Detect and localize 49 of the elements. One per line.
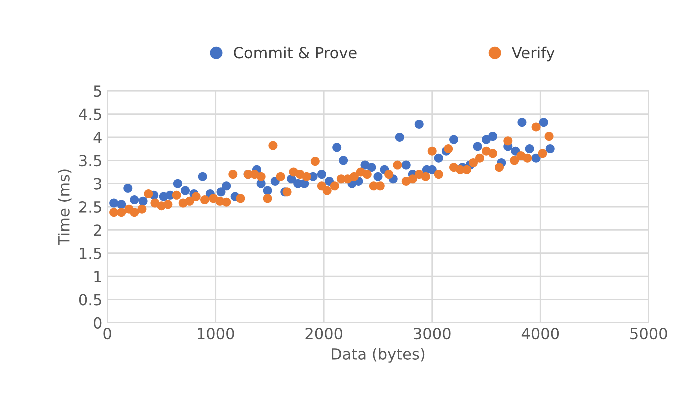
legend-label: Commit & Prove: [234, 46, 357, 59]
y-tick-label: 0: [94, 317, 102, 329]
y-tick-label: 2: [94, 224, 102, 236]
point: [402, 160, 411, 170]
point: [367, 163, 376, 172]
y-tick-label: 1: [94, 271, 102, 282]
x-tick-label: 1000: [198, 328, 234, 340]
point: [532, 154, 541, 163]
point: [173, 179, 182, 188]
y-tick-label: 3.5: [80, 155, 102, 167]
point: [181, 186, 190, 196]
point: [434, 154, 444, 163]
point: [473, 142, 482, 152]
point: [488, 132, 498, 142]
x-tick-label: 5000: [630, 328, 668, 340]
point: [332, 143, 342, 152]
x-tick-label: 3000: [414, 328, 451, 340]
point: [518, 118, 527, 128]
legend-label: Verify: [512, 46, 555, 62]
point: [539, 118, 548, 128]
x-tick-label: 2000: [306, 328, 343, 340]
y-axis-title: Time (ms): [58, 170, 72, 246]
point: [395, 132, 404, 142]
y-tick-label: 2.5: [80, 201, 102, 214]
x-tick-label: 0: [104, 328, 112, 340]
point: [450, 135, 459, 144]
point: [339, 156, 348, 166]
point: [374, 172, 383, 182]
point: [117, 200, 126, 210]
point: [130, 196, 140, 205]
y-tick-label: 4.5: [79, 108, 102, 120]
point: [414, 120, 424, 129]
point: [222, 182, 232, 191]
point: [263, 186, 272, 196]
point: [138, 196, 148, 206]
point: [124, 184, 133, 193]
point: [110, 198, 119, 208]
y-tick-label: 3: [94, 178, 102, 190]
point: [317, 170, 326, 180]
point: [546, 144, 555, 154]
y-tick-label: 4: [94, 132, 102, 144]
x-tick-label: 4000: [522, 328, 560, 340]
point: [525, 144, 534, 154]
x-axis-title: Data (bytes): [332, 348, 425, 363]
point: [216, 188, 226, 197]
point: [198, 172, 208, 182]
y-tick-label: 5: [94, 86, 102, 98]
y-tick-label: 1.5: [80, 248, 102, 260]
y-tick-label: 0.5: [79, 294, 102, 306]
